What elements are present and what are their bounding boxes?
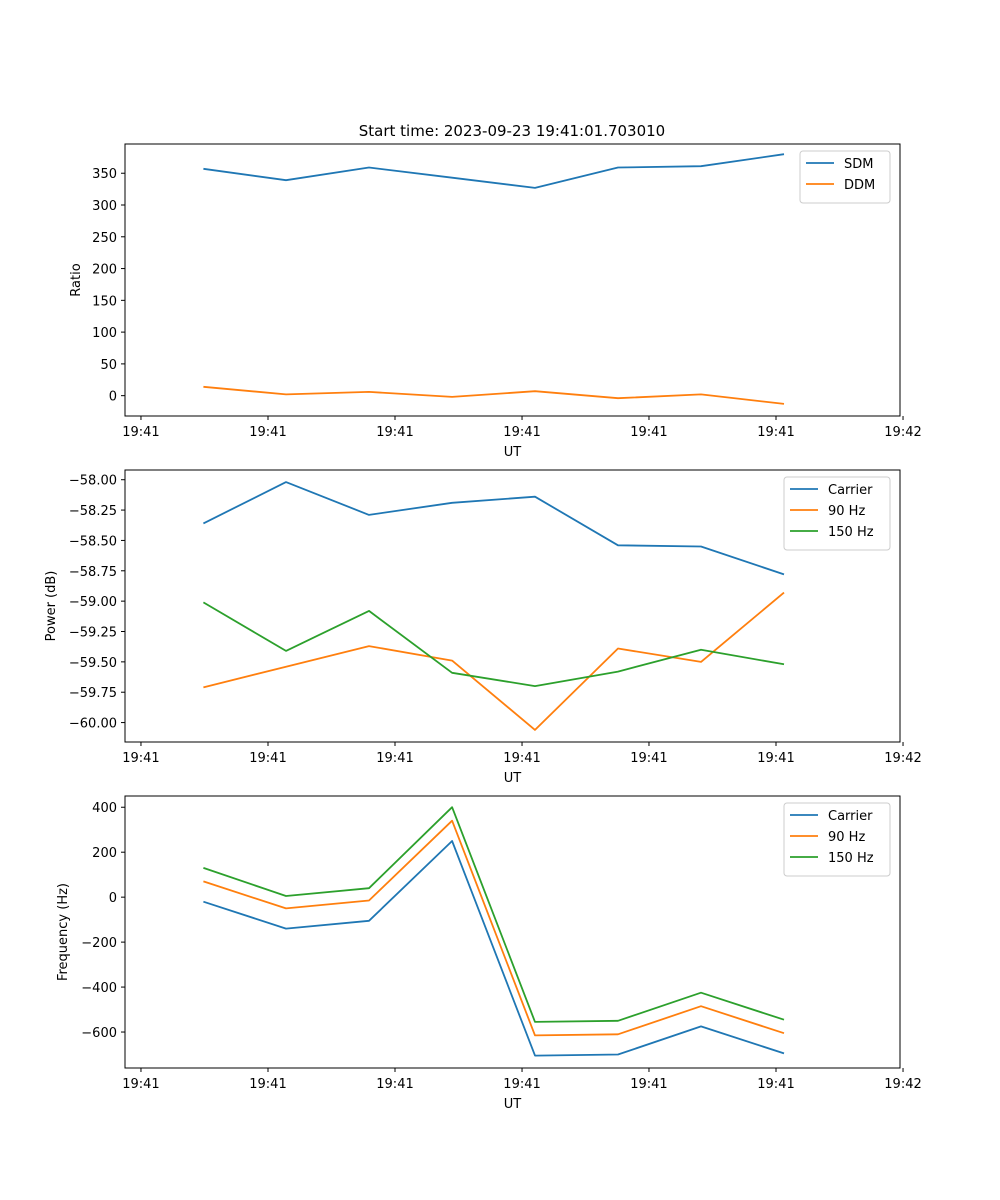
x-tick-label: 19:41 xyxy=(122,1077,159,1092)
series-line-sdm xyxy=(203,153,785,189)
axes-frame xyxy=(124,143,901,417)
axes-frame xyxy=(124,469,901,743)
y-tick-label: −59.25 xyxy=(69,626,117,641)
x-tick-label: 19:41 xyxy=(757,425,794,440)
figure-title: Start time: 2023-09-23 19:41:01.703010 xyxy=(359,122,665,140)
legend-label: SDM xyxy=(844,157,873,172)
y-axis-label: Frequency (Hz) xyxy=(56,883,71,981)
x-axis-label: UT xyxy=(504,1097,522,1112)
x-tick-label: 19:41 xyxy=(122,751,159,766)
y-tick-label: −60.00 xyxy=(69,717,117,732)
y-tick-label: 350 xyxy=(92,167,117,182)
legend-label: Carrier xyxy=(828,809,873,824)
panels: 19:41 19:41 19:41 19:41 19:41 19:41 19:42 0 50 10… xyxy=(44,143,922,1112)
legend-box xyxy=(799,150,891,204)
y-tick-label: 50 xyxy=(100,358,117,373)
legend-label: Carrier xyxy=(828,483,873,498)
y-tick-label: 300 xyxy=(92,199,117,214)
x-tick-label: 19:41 xyxy=(630,1077,667,1092)
y-tick-label: 200 xyxy=(92,846,117,861)
y-tick-label: 0 xyxy=(109,390,117,405)
y-axis-label: Power (dB) xyxy=(44,571,59,642)
y-tick-label: −58.50 xyxy=(69,534,117,549)
y-tick-label: −59.75 xyxy=(69,686,117,701)
x-tick-label: 19:41 xyxy=(503,1077,540,1092)
x-tick-label: 19:41 xyxy=(757,751,794,766)
x-tick-label: 19:41 xyxy=(376,1077,413,1092)
series-line-ddm xyxy=(203,385,785,405)
y-tick-label: −58.75 xyxy=(69,565,117,580)
y-tick-label: 200 xyxy=(92,263,117,278)
x-tick-label: 19:41 xyxy=(122,425,159,440)
series-line-150-hz xyxy=(203,806,785,1023)
series-line-carrier xyxy=(203,840,785,1057)
axes-frame xyxy=(124,795,901,1069)
x-tick-label: 19:41 xyxy=(503,425,540,440)
legend-label: 150 Hz xyxy=(828,525,874,540)
y-tick-label: 0 xyxy=(109,891,117,906)
y-tick-label: −58.25 xyxy=(69,504,117,519)
series-line-90-hz xyxy=(203,819,785,1037)
panel-2: 19:41 19:41 19:41 19:41 19:41 19:41 19:42 −60.0… xyxy=(44,469,922,786)
x-axis-label: UT xyxy=(504,771,522,786)
x-tick-label: 19:41 xyxy=(630,751,667,766)
y-tick-label: −59.00 xyxy=(69,595,117,610)
series-line-90-hz xyxy=(203,591,785,731)
series-line-carrier xyxy=(202,481,785,576)
panel-3: 19:41 19:41 19:41 19:41 19:41 19:41 19:42 −600 −… xyxy=(56,795,922,1112)
y-tick-label: −59.50 xyxy=(69,656,117,671)
y-tick-label: 250 xyxy=(92,231,117,246)
x-tick-label: 19:41 xyxy=(630,425,667,440)
y-axis-label: Ratio xyxy=(69,263,84,296)
x-tick-label: 19:42 xyxy=(884,751,921,766)
y-tick-label: −400 xyxy=(81,981,117,996)
x-tick-label: 19:41 xyxy=(376,751,413,766)
x-tick-label: 19:42 xyxy=(884,1077,921,1092)
panel-1: 19:41 19:41 19:41 19:41 19:41 19:41 19:42 0 50 10… xyxy=(69,143,922,460)
y-tick-label: 150 xyxy=(92,294,117,309)
x-tick-label: 19:41 xyxy=(249,1077,286,1092)
series-line-150-hz xyxy=(202,601,785,687)
x-tick-label: 19:41 xyxy=(249,425,286,440)
y-tick-label: −58.00 xyxy=(69,474,117,489)
legend-label: 150 Hz xyxy=(828,851,874,866)
x-tick-label: 19:41 xyxy=(503,751,540,766)
legend-label: 90 Hz xyxy=(828,830,865,845)
x-axis-label: UT xyxy=(504,445,522,460)
y-tick-label: −200 xyxy=(81,936,117,951)
y-tick-label: −600 xyxy=(81,1026,117,1041)
x-tick-label: 19:41 xyxy=(376,425,413,440)
y-tick-label: 400 xyxy=(92,801,117,816)
x-tick-label: 19:42 xyxy=(884,425,921,440)
x-tick-label: 19:41 xyxy=(249,751,286,766)
legend-label: 90 Hz xyxy=(828,504,865,519)
x-tick-label: 19:41 xyxy=(757,1077,794,1092)
y-tick-label: 100 xyxy=(92,326,117,341)
legend-label: DDM xyxy=(844,178,875,193)
